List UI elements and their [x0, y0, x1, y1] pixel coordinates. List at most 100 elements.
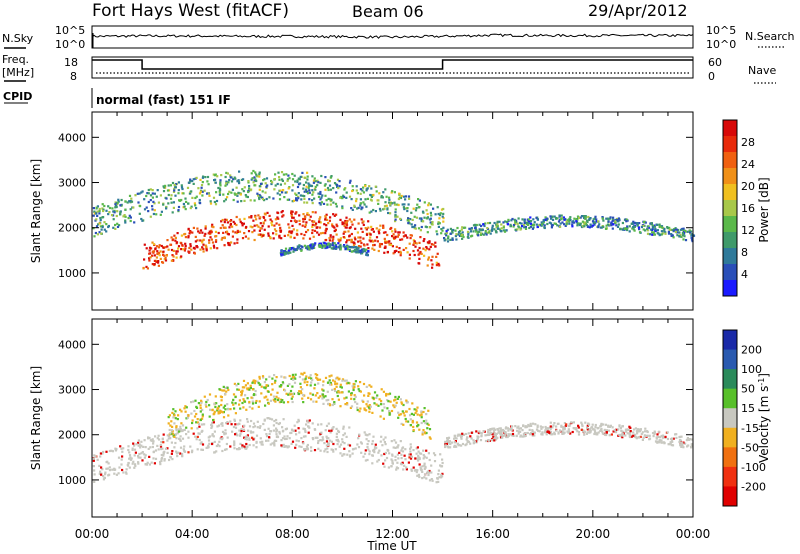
echo-cell: [128, 451, 131, 454]
echo-cell: [96, 233, 99, 236]
echo-cell: [493, 228, 496, 231]
echo-cell: [342, 434, 345, 437]
echo-cell: [121, 455, 124, 458]
echo-cell: [513, 218, 516, 221]
echo-cell: [285, 173, 288, 176]
echo-cell: [124, 471, 128, 474]
echo-cell: [306, 443, 309, 447]
echo-cell: [242, 190, 245, 193]
echo-cell: [671, 437, 674, 440]
echo-cell: [132, 460, 135, 463]
echo-cell: [180, 422, 183, 425]
echo-cell: [293, 381, 297, 384]
echo-cell: [351, 208, 354, 211]
echo-cell: [393, 439, 396, 442]
echo-cell: [527, 218, 530, 221]
echo-cell: [174, 194, 177, 197]
echo-cell: [227, 414, 230, 417]
echo-cell: [481, 228, 484, 231]
echo-cell: [423, 455, 426, 458]
echo-cell: [319, 395, 322, 398]
x-tick-label: 08:00: [275, 527, 310, 541]
echo-cell: [235, 384, 238, 387]
echo-cell: [207, 446, 210, 449]
echo-cell: [633, 229, 636, 232]
echo-cell: [653, 224, 656, 227]
echo-cell: [612, 216, 615, 219]
echo-cell: [297, 392, 301, 396]
echo-cell: [437, 480, 440, 483]
echo-cell: [593, 217, 596, 220]
echo-cell: [226, 421, 229, 424]
echo-cell: [603, 428, 606, 431]
echo-cell: [179, 408, 182, 411]
echo-cell: [143, 243, 146, 246]
echo-cell: [353, 398, 356, 401]
echo-cell: [328, 245, 331, 249]
echo-cell: [628, 225, 631, 228]
echo-cell: [536, 225, 539, 229]
echo-cell: [504, 430, 507, 434]
echo-cell: [680, 228, 683, 231]
echo-cell: [690, 236, 693, 239]
echo-cell: [236, 238, 239, 241]
echo-cell: [100, 232, 103, 235]
echo-cell: [307, 421, 310, 424]
echo-cell: [229, 223, 232, 226]
echo-cell: [193, 409, 196, 413]
echo-cell: [247, 387, 251, 390]
echo-cell: [504, 432, 507, 435]
echo-cell: [389, 400, 392, 403]
echo-cell: [149, 439, 152, 442]
echo-cell: [314, 242, 317, 245]
echo-cell: [238, 399, 241, 402]
echo-cell: [416, 459, 420, 462]
echo-cell: [365, 228, 368, 231]
echo-cell: [594, 425, 597, 429]
echo-cell: [270, 220, 274, 223]
echo-cell: [262, 222, 265, 225]
echo-cell: [241, 188, 244, 191]
echo-cell: [591, 423, 594, 426]
echo-cell: [455, 437, 458, 440]
echo-cell: [286, 435, 289, 438]
echo-cell: [300, 445, 303, 448]
echo-cell: [688, 438, 692, 441]
echo-cell: [175, 437, 178, 440]
echo-cell: [465, 432, 468, 436]
echo-cell: [298, 214, 301, 217]
echo-cell: [416, 249, 420, 252]
echo-cell: [454, 229, 457, 232]
echo-cell: [423, 476, 426, 479]
echo-cell: [385, 394, 388, 397]
echo-cell: [319, 221, 322, 224]
echo-cell: [307, 376, 311, 379]
echo-cell: [189, 230, 192, 234]
echo-cell: [208, 239, 211, 242]
echo-cell: [243, 199, 246, 202]
echo-cell: [282, 173, 285, 176]
echo-cell: [148, 463, 151, 466]
echo-cell: [419, 236, 422, 239]
echo-cell: [209, 202, 213, 205]
echo-cell: [440, 228, 443, 231]
echo-cell: [327, 398, 330, 402]
echo-cell: [188, 232, 191, 235]
echo-cell: [152, 442, 155, 445]
echo-cell: [399, 217, 402, 220]
echo-cell: [134, 463, 137, 466]
echo-cell: [586, 431, 589, 434]
echo-cell: [349, 179, 352, 182]
echo-cell: [341, 205, 344, 208]
echo-cell: [276, 192, 279, 195]
echo-cell: [156, 252, 159, 256]
echo-cell: [415, 408, 418, 411]
echo-cell: [353, 385, 356, 389]
echo-cell: [139, 456, 142, 459]
echo-cell: [326, 450, 329, 454]
echo-cell: [166, 189, 170, 192]
echo-cell: [249, 189, 252, 192]
echo-cell: [379, 224, 382, 227]
echo-cell: [628, 230, 631, 233]
echo-cell: [580, 215, 584, 218]
